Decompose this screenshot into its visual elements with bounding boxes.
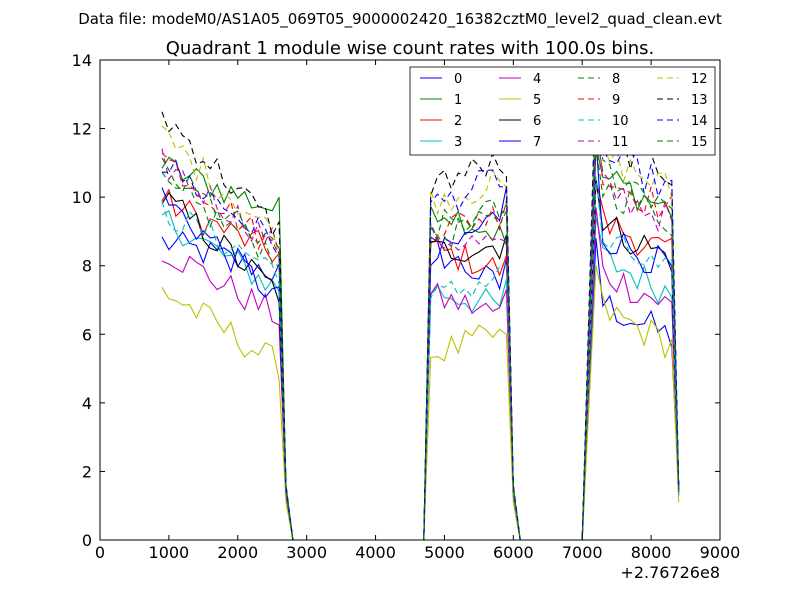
x-tick-label: 4000 xyxy=(355,543,396,562)
legend-label-2: 2 xyxy=(454,114,462,129)
legend-label-14: 14 xyxy=(691,114,708,129)
legend-label-11: 11 xyxy=(612,135,629,150)
chart-title: Quadrant 1 module wise count rates with … xyxy=(166,38,655,59)
series-layer xyxy=(161,66,680,541)
legend-label-3: 3 xyxy=(454,135,462,150)
x-tick-label: 3000 xyxy=(286,543,327,562)
series-line-15 xyxy=(161,114,680,541)
plot-area xyxy=(99,59,721,541)
x-tick-label: 7000 xyxy=(562,543,603,562)
series-line-0 xyxy=(161,230,680,541)
x-tick-label: 9000 xyxy=(700,543,741,562)
y-tick-label: 8 xyxy=(82,257,92,276)
y-tick-label: 10 xyxy=(72,188,92,207)
y-tick-label: 4 xyxy=(82,394,92,413)
series-line-1 xyxy=(161,145,680,541)
y-tick-label: 0 xyxy=(82,531,92,550)
y-tick-label: 12 xyxy=(72,120,92,139)
legend-label-7: 7 xyxy=(533,135,541,150)
series-line-5 xyxy=(161,265,680,541)
legend-label-12: 12 xyxy=(691,72,708,87)
legend-label-0: 0 xyxy=(454,72,462,87)
legend-label-8: 8 xyxy=(612,72,620,87)
legend-label-10: 10 xyxy=(612,114,629,129)
x-tick-label: 8000 xyxy=(631,543,672,562)
legend-label-4: 4 xyxy=(533,72,541,87)
series-line-13 xyxy=(161,66,680,541)
y-tick-label: 2 xyxy=(82,462,92,481)
x-tick-label: 0 xyxy=(95,543,105,562)
series-line-11 xyxy=(161,131,680,541)
x-tick-label: 2000 xyxy=(217,543,258,562)
x-tick-label: 6000 xyxy=(493,543,534,562)
series-line-4 xyxy=(161,207,680,541)
legend-label-15: 15 xyxy=(691,135,708,150)
legend-label-9: 9 xyxy=(612,93,620,108)
series-line-2 xyxy=(161,179,680,541)
series-line-12 xyxy=(161,83,680,541)
y-tick-label: 6 xyxy=(82,325,92,344)
legend-box xyxy=(409,66,716,156)
series-line-6 xyxy=(161,179,680,541)
x-offset-label: +2.76726e8 xyxy=(620,563,720,582)
series-line-7 xyxy=(161,138,680,541)
legend-label-1: 1 xyxy=(454,93,462,108)
series-line-3 xyxy=(161,209,680,541)
data-file-caption: Data file: modeM0/AS1A05_069T05_90000024… xyxy=(78,10,722,29)
axis-ticks: 0 1000 2000 3000 4000 5000 6000 7000 8000 9000 0 2 4… xyxy=(72,51,741,562)
legend-label-5: 5 xyxy=(533,93,541,108)
legend-label-6: 6 xyxy=(533,114,541,129)
series-line-10 xyxy=(161,176,680,541)
x-tick-label: 5000 xyxy=(424,543,465,562)
y-tick-label: 14 xyxy=(72,51,92,70)
legend-label-13: 13 xyxy=(691,93,708,108)
series-line-8 xyxy=(161,145,680,541)
series-line-9 xyxy=(161,97,680,541)
x-tick-label: 1000 xyxy=(149,543,190,562)
